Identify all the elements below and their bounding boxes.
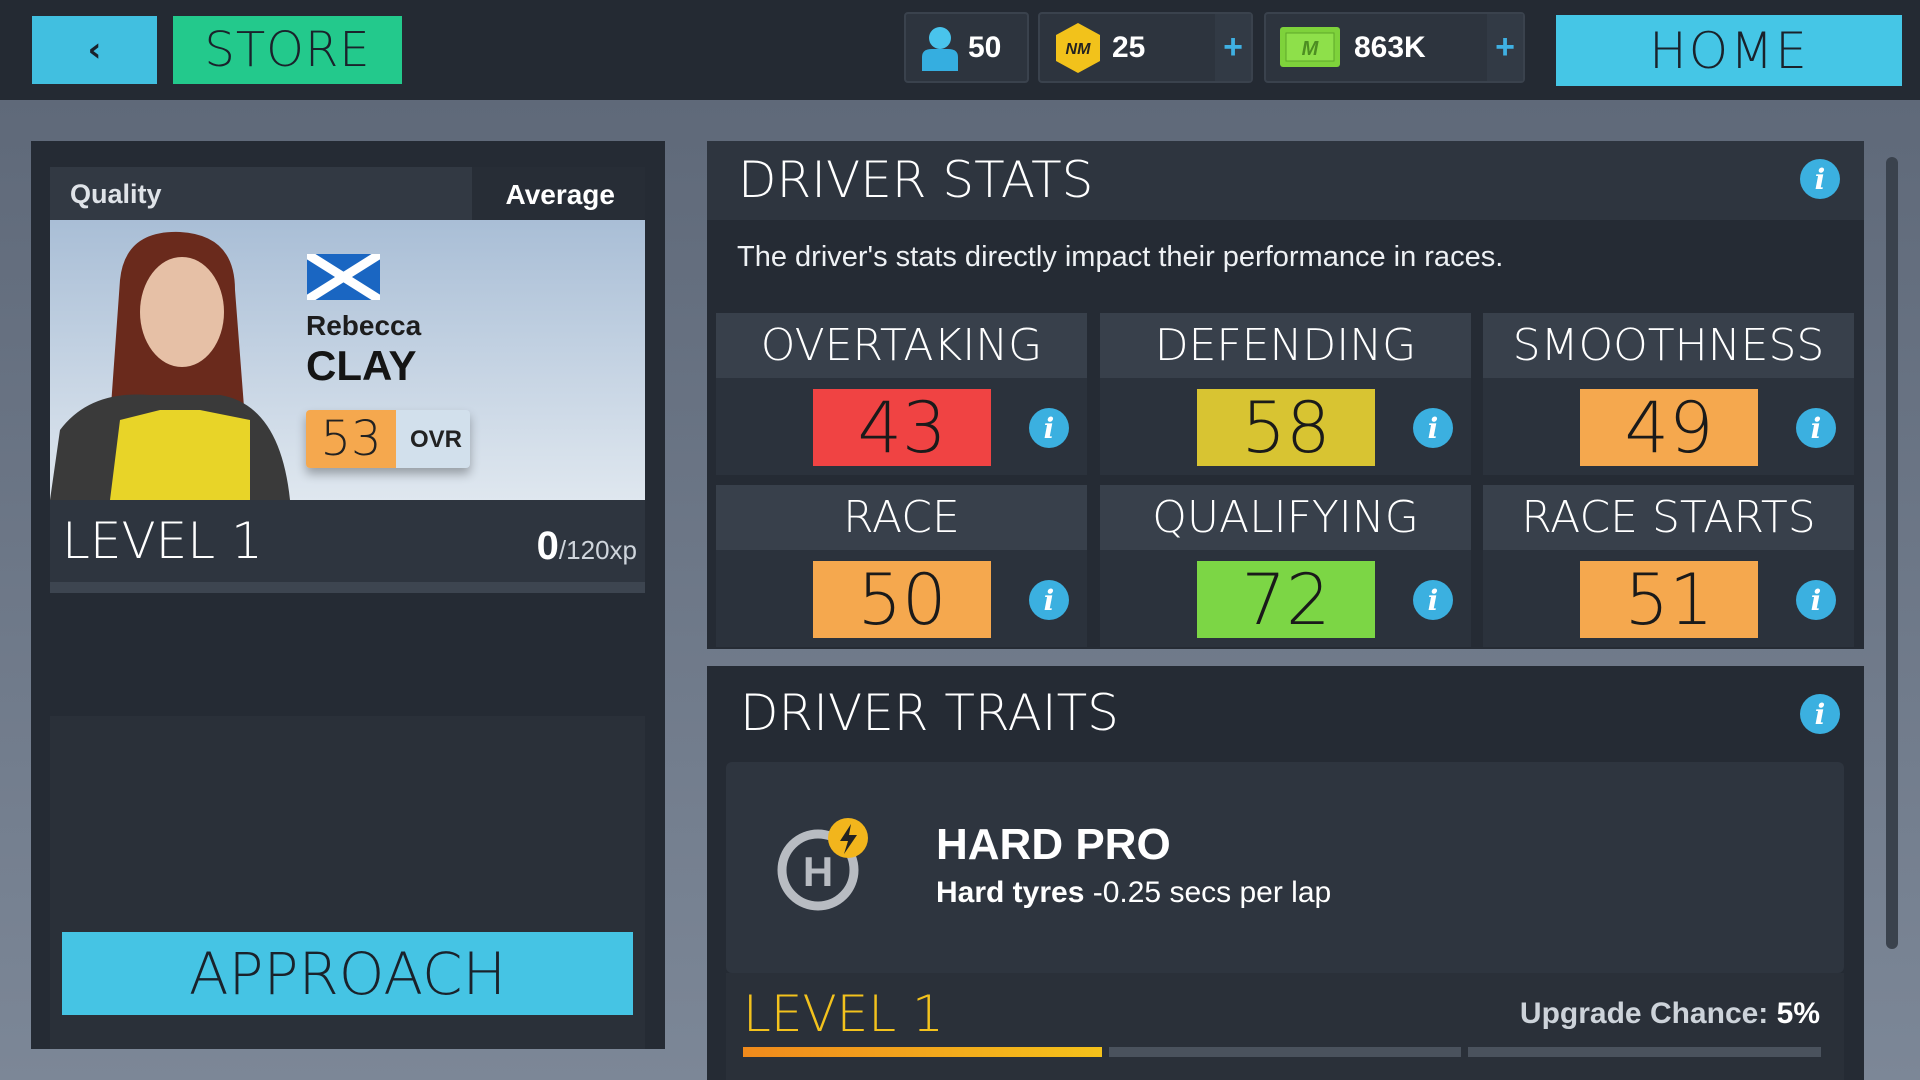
stat-label: OVERTAKING xyxy=(716,313,1087,378)
stat-label: RACE xyxy=(716,485,1087,550)
store-button[interactable]: STORE xyxy=(173,16,402,84)
trait-card: H HARD PRO Hard tyres -0.25 secs per lap xyxy=(726,762,1844,973)
stat-value: 43 xyxy=(813,387,991,469)
stat-info-icon[interactable]: i xyxy=(1796,408,1836,448)
driver-first-name: Rebecca xyxy=(306,310,422,341)
approach-button[interactable]: APPROACH xyxy=(62,932,633,1015)
tokens-counter: NM 25 + xyxy=(1038,12,1253,83)
quality-label: Quality xyxy=(70,179,162,209)
trait-name: HARD PRO xyxy=(936,820,1171,869)
cash-icon: M xyxy=(1280,26,1340,67)
stat-value: 58 xyxy=(1197,387,1375,469)
stat-qualifying: QUALIFYING 72 i xyxy=(1100,485,1471,647)
stat-race: RACE 50 i xyxy=(716,485,1087,647)
scotland-flag xyxy=(307,254,380,300)
driver-portrait xyxy=(50,231,290,500)
driver-traits-title: DRIVER TRAITS xyxy=(740,684,1119,742)
ovr-value: 53 xyxy=(306,410,396,468)
stats-description: The driver's stats directly impact their… xyxy=(737,241,1504,273)
driver-traits-panel: DRIVER TRAITS i H HARD PRO Hard tyres -0… xyxy=(707,666,1864,1080)
quality-row: Quality Average xyxy=(50,167,645,220)
back-button[interactable]: ‹ xyxy=(32,16,157,84)
person-icon xyxy=(922,26,958,71)
ovr-badge: 53 OVR xyxy=(306,410,470,468)
quality-value: Average xyxy=(505,179,615,210)
trait-description: Hard tyres -0.25 secs per lap xyxy=(936,876,1332,909)
stat-label: RACE STARTS xyxy=(1483,485,1854,550)
stat-label: QUALIFYING xyxy=(1100,485,1471,550)
stat-value: 49 xyxy=(1580,387,1758,469)
stat-smoothness: SMOOTHNESS 49 i xyxy=(1483,313,1854,475)
trait-progress-segment xyxy=(1468,1047,1821,1057)
stat-info-icon[interactable]: i xyxy=(1029,580,1069,620)
svg-text:M: M xyxy=(1302,38,1320,60)
stat-value: 72 xyxy=(1197,559,1375,641)
stat-label: SMOOTHNESS xyxy=(1483,313,1854,378)
chevron-left-icon: ‹ xyxy=(87,30,102,70)
trait-level: LEVEL 1 xyxy=(743,985,944,1043)
hard-tyre-trait-icon: H xyxy=(777,818,868,911)
stat-overtaking: OVERTAKING 43 i xyxy=(716,313,1087,475)
add-tokens-button[interactable]: + xyxy=(1215,14,1251,81)
trait-level-row: LEVEL 1 Upgrade Chance: 5% xyxy=(726,973,1844,1080)
stat-info-icon[interactable]: i xyxy=(1413,408,1453,448)
driver-level: LEVEL 1 xyxy=(62,512,263,570)
trait-progress-segment xyxy=(1109,1047,1461,1057)
stat-value: 51 xyxy=(1580,559,1758,641)
traits-info-icon[interactable]: i xyxy=(1800,694,1840,734)
stat-info-icon[interactable]: i xyxy=(1413,580,1453,620)
stats-info-icon[interactable]: i xyxy=(1800,159,1840,199)
stat-info-icon[interactable]: i xyxy=(1796,580,1836,620)
driver-last-name: CLAY xyxy=(306,342,417,389)
xp-progress-bar xyxy=(50,582,645,593)
xp-readout: 0/120xp xyxy=(536,524,637,568)
scrollbar[interactable] xyxy=(1886,157,1898,949)
stat-label: DEFENDING xyxy=(1100,313,1471,378)
upgrade-chance: Upgrade Chance: 5% xyxy=(1519,997,1820,1030)
drivers-counter: 50 xyxy=(904,12,1029,83)
ovr-label: OVR xyxy=(410,426,463,453)
level-row: LEVEL 1 0/120xp xyxy=(50,500,645,582)
stat-info-icon[interactable]: i xyxy=(1029,408,1069,448)
stat-defending: DEFENDING 58 i xyxy=(1100,313,1471,475)
stat-value: 50 xyxy=(813,559,991,641)
home-button[interactable]: HOME xyxy=(1556,15,1902,86)
add-cash-button[interactable]: + xyxy=(1487,14,1523,81)
driver-portrait-area: Rebecca CLAY 53 OVR xyxy=(50,220,645,500)
nm-token-icon: NM xyxy=(1056,22,1100,73)
trait-progress-segment xyxy=(743,1047,1102,1057)
stat-race-starts: RACE STARTS 51 i xyxy=(1483,485,1854,647)
svg-text:NM: NM xyxy=(1066,41,1092,58)
driver-stats-title: DRIVER STATS xyxy=(738,151,1094,209)
cash-counter: M 863K + xyxy=(1264,12,1525,83)
svg-text:H: H xyxy=(803,848,833,895)
